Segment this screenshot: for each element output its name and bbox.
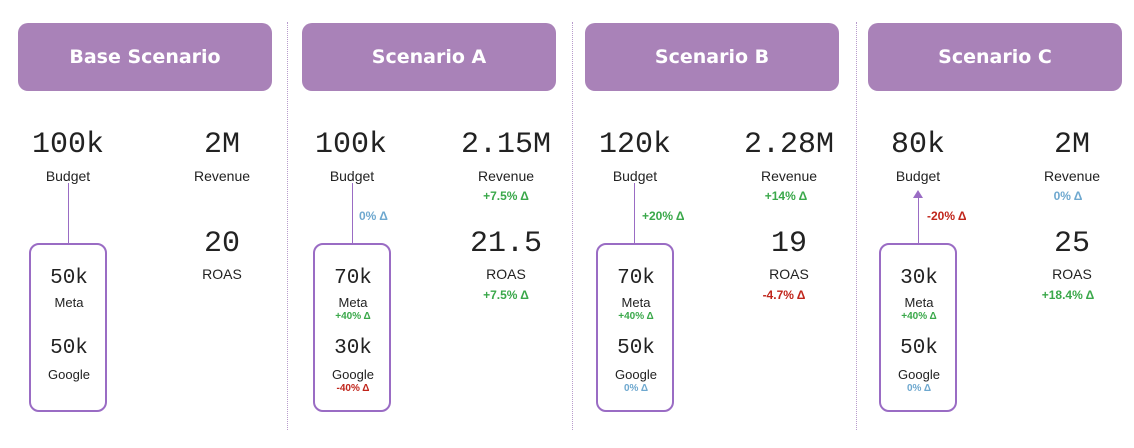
google-budget-value: 50k	[50, 337, 88, 360]
google-delta: -40% Δ	[336, 383, 370, 394]
google-label: Google	[332, 367, 374, 382]
meta-label: Meta	[904, 295, 934, 310]
budget-value: 80k	[890, 128, 945, 162]
google-delta: 0% Δ	[623, 383, 649, 394]
budget-label: Budget	[329, 168, 375, 184]
revenue-value: 2M	[203, 128, 240, 162]
roas-delta: +7.5% Δ	[483, 288, 529, 302]
roas-label: ROAS	[202, 266, 242, 282]
google-label: Google	[898, 367, 940, 382]
scenario-title: Scenario A	[302, 23, 556, 91]
roas-value: 20	[203, 227, 240, 261]
meta-delta: +40% Δ	[618, 311, 654, 322]
budget-label: Budget	[895, 168, 941, 184]
roas-delta: +18.4% Δ	[1041, 288, 1095, 302]
meta-budget-value: 50k	[50, 267, 88, 290]
revenue-delta: +7.5% Δ	[483, 189, 529, 203]
budget-split-arrow	[352, 183, 353, 243]
revenue-delta: +14% Δ	[764, 189, 808, 203]
google-label: Google	[615, 367, 657, 382]
column-divider	[572, 22, 573, 430]
roas-value: 21.5	[469, 227, 542, 261]
column-divider	[856, 22, 857, 430]
meta-label: Meta	[338, 295, 368, 310]
roas-label: ROAS	[769, 266, 809, 282]
channel-breakdown-box: 70k Meta +40% Δ 30k Google -40% Δ	[313, 243, 391, 412]
channel-breakdown-box: 50k Meta 50k Google	[29, 243, 107, 412]
revenue-value: 2.28M	[743, 128, 834, 162]
meta-budget-value: 30k	[900, 267, 938, 290]
roas-value: 25	[1053, 227, 1090, 261]
meta-delta: +40% Δ	[335, 311, 371, 322]
google-label: Google	[48, 367, 90, 382]
revenue-label: Revenue	[760, 168, 818, 184]
roas-value: 19	[770, 227, 807, 261]
google-delta: 0% Δ	[906, 383, 932, 394]
roas-label: ROAS	[486, 266, 526, 282]
channel-breakdown-box: 70k Meta +40% Δ 50k Google 0% Δ	[596, 243, 674, 412]
arrow-head-icon	[913, 190, 923, 198]
budget-label: Budget	[45, 168, 91, 184]
scenario-title: Base Scenario	[18, 23, 272, 91]
revenue-label: Revenue	[1043, 168, 1101, 184]
roas-label: ROAS	[1052, 266, 1092, 282]
budget-value: 100k	[31, 128, 104, 162]
budget-split-arrow	[918, 198, 919, 243]
budget-delta: 0% Δ	[359, 209, 388, 223]
scenario-title: Scenario C	[868, 23, 1122, 91]
google-budget-value: 50k	[900, 337, 938, 360]
meta-budget-value: 70k	[334, 267, 372, 290]
meta-label: Meta	[621, 295, 651, 310]
revenue-value: 2M	[1053, 128, 1090, 162]
budget-label: Budget	[612, 168, 658, 184]
google-budget-value: 50k	[617, 337, 655, 360]
column-divider	[287, 22, 288, 430]
budget-split-arrow	[634, 183, 635, 243]
roas-delta: -4.7% Δ	[762, 288, 806, 302]
revenue-delta: 0% Δ	[1053, 189, 1083, 203]
budget-value: 100k	[314, 128, 387, 162]
revenue-label: Revenue	[193, 168, 251, 184]
revenue-label: Revenue	[477, 168, 535, 184]
budget-value: 120k	[598, 128, 671, 162]
budget-delta: -20% Δ	[927, 209, 967, 223]
google-budget-value: 30k	[334, 337, 372, 360]
meta-delta: +40% Δ	[901, 311, 937, 322]
meta-label: Meta	[54, 295, 84, 310]
revenue-value: 2.15M	[461, 128, 552, 162]
budget-delta: +20% Δ	[642, 209, 685, 223]
scenario-title: Scenario B	[585, 23, 839, 91]
budget-split-arrow	[68, 183, 69, 243]
meta-budget-value: 70k	[617, 267, 655, 290]
channel-breakdown-box: 30k Meta +40% Δ 50k Google 0% Δ	[879, 243, 957, 412]
